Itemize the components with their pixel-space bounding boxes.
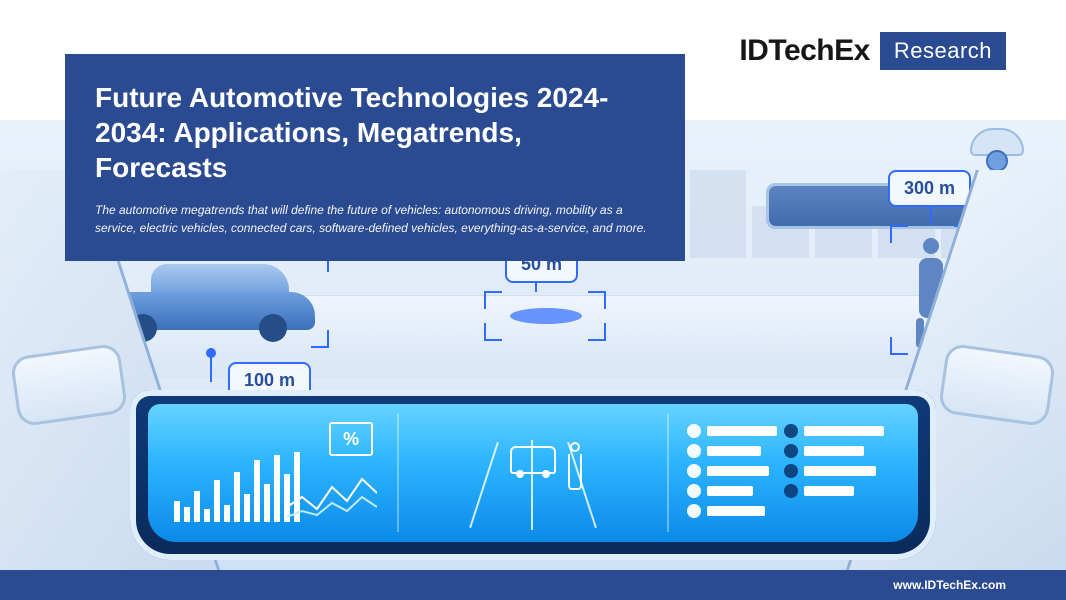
brand-badge: Research [880, 32, 1006, 70]
bracket-object [485, 292, 605, 340]
hud-bar-chart [174, 452, 300, 522]
report-subtitle: The automotive megatrends that will defi… [95, 201, 655, 237]
leader-line [210, 348, 212, 382]
distance-callout-pedestrian: 300 m [888, 170, 971, 207]
hud-panel-center [397, 414, 669, 532]
hud-percent-box: % [329, 422, 373, 456]
hud-list-left [687, 424, 787, 522]
footer-bar: www.IDTechEx.com [0, 570, 1066, 600]
report-title: Future Automotive Technologies 2024-2034… [95, 80, 655, 185]
hud-dashboard: % [130, 390, 936, 560]
hud-panel-left: % [164, 414, 387, 532]
hud-panel-right [679, 414, 902, 532]
hud-lane-view [473, 424, 593, 534]
hud-person-icon [563, 442, 587, 502]
hud-line-chart [287, 467, 377, 522]
hud-screen: % [148, 404, 918, 542]
report-cover: 100 m 50 m 300 m % [0, 0, 1066, 600]
brand-logo: IDTechEx Research [739, 32, 1006, 70]
footer-url: www.IDTechEx.com [893, 578, 1006, 592]
brand-name: IDTechEx [739, 34, 870, 68]
hud-list-right [784, 424, 894, 522]
title-panel: Future Automotive Technologies 2024-2034… [65, 54, 685, 261]
hud-car-icon [510, 446, 556, 474]
side-mirror-right [938, 343, 1057, 428]
